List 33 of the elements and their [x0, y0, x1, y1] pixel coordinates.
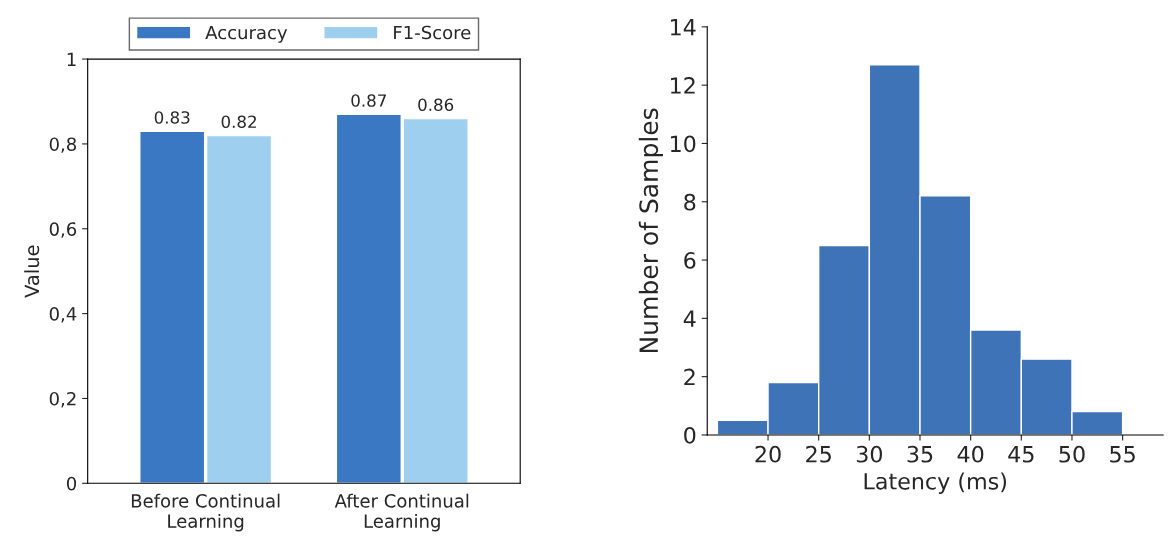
data-label: 0.86 [418, 98, 454, 112]
y-tick-label: 0 [66, 476, 77, 491]
y-axis-title: Number of Samples [638, 108, 663, 353]
x-tick-label: 55 [1110, 446, 1135, 463]
x-tick-label: After Continual Learning [334, 493, 469, 532]
y-tick-label: 0,6 [49, 222, 77, 238]
data-label: 0.87 [351, 94, 386, 107]
y-axis-title: Value [24, 245, 40, 298]
x-tick-label: Before Continual Learning [131, 493, 280, 532]
x-tick-label: 40 [957, 445, 984, 463]
data-label: 0.83 [154, 111, 190, 124]
y-tick-label: 0,2 [49, 391, 76, 408]
x-tick-label: 30 [856, 445, 883, 463]
x-tick-label: 45 [1008, 446, 1034, 463]
x-tick-label: 20 [755, 445, 781, 463]
y-tick-label: 2 [684, 368, 695, 386]
y-tick-label: 1 [67, 52, 76, 66]
y-tick-label: 14 [670, 19, 696, 36]
data-label: 0.82 [221, 115, 256, 129]
y-tick-label: 12 [670, 77, 695, 94]
y-tick-label: 0,8 [49, 137, 77, 153]
y-tick-label: 8 [684, 193, 696, 211]
legend-label: Accuracy [205, 25, 288, 43]
x-tick-label: 50 [1059, 445, 1085, 463]
x-tick-label: 35 [907, 445, 933, 463]
legend-label: F1-Score [394, 25, 471, 40]
y-tick-label: 0 [684, 426, 696, 444]
y-tick-label: 4 [683, 310, 696, 327]
y-tick-label: 6 [684, 252, 696, 269]
x-axis-title: Latency (ms) [864, 472, 1007, 494]
y-tick-label: 0,4 [49, 307, 77, 323]
x-tick-label: 25 [806, 445, 831, 463]
y-tick-label: 10 [670, 135, 696, 153]
